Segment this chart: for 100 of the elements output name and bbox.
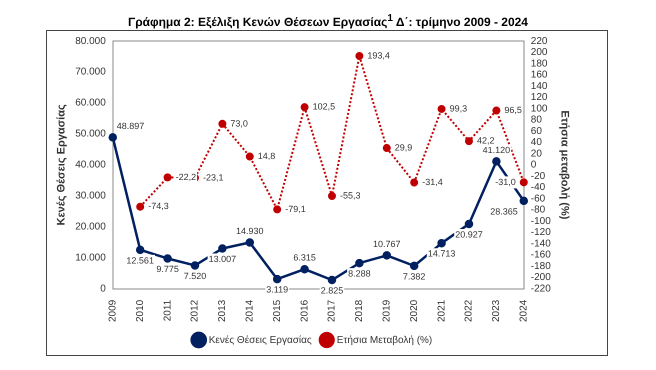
data-label: 99,3 bbox=[450, 103, 468, 114]
x-tick-label: 2022 bbox=[464, 299, 475, 322]
point bbox=[520, 196, 528, 206]
point bbox=[108, 133, 118, 142]
point bbox=[382, 144, 391, 152]
point bbox=[410, 262, 418, 270]
data-label: 12.561 bbox=[126, 255, 154, 266]
y-tick-label: 60.000 bbox=[75, 98, 106, 109]
y-tick-label: 80.000 bbox=[75, 36, 106, 47]
point bbox=[328, 192, 336, 200]
y2-tick-label: -200 bbox=[530, 272, 552, 284]
y-tick-label: 0 bbox=[100, 284, 106, 295]
data-label: 13.007 bbox=[208, 254, 236, 264]
point bbox=[246, 238, 254, 247]
data-label: 14.713 bbox=[428, 248, 456, 259]
point bbox=[218, 120, 226, 128]
data-label: -55,3 bbox=[340, 190, 360, 200]
data-label: 42,2 bbox=[476, 136, 495, 146]
y-tick-label: 20.000 bbox=[75, 222, 106, 233]
data-label: 96,5 bbox=[504, 105, 522, 116]
y-tick-label: 50.000 bbox=[75, 128, 106, 140]
data-label: 28.365 bbox=[490, 206, 518, 216]
point bbox=[190, 261, 200, 270]
data-label: -22,2 bbox=[176, 172, 196, 182]
point bbox=[464, 137, 473, 146]
data-label: 2.825 bbox=[320, 285, 344, 296]
y2-tick-label: -140 bbox=[530, 238, 552, 250]
point bbox=[355, 258, 364, 268]
y2-tick-label: 40 bbox=[530, 137, 542, 148]
point bbox=[328, 276, 336, 284]
point bbox=[163, 254, 172, 263]
y2-tick-label: 160 bbox=[530, 70, 548, 81]
y2-tick-label: 20 bbox=[530, 148, 542, 160]
y2-tick-label: -60 bbox=[530, 193, 546, 204]
data-label: -23,1 bbox=[202, 172, 224, 182]
point bbox=[300, 103, 309, 112]
data-label: 14,8 bbox=[258, 151, 276, 162]
x-tick-label: 2014 bbox=[244, 299, 256, 322]
y2-tick-label: -160 bbox=[530, 250, 552, 261]
point bbox=[492, 106, 500, 115]
y2-axis-title: Ετήσια μεταβολή (%) bbox=[558, 110, 570, 220]
point bbox=[520, 178, 528, 186]
y-tick-label: 10.000 bbox=[75, 252, 106, 264]
point bbox=[246, 152, 254, 161]
y2-tick-label: 140 bbox=[530, 80, 548, 92]
frame: Κενές Θέσεις Εργασίας Ετήσια μεταβολή (%) Κενές Θέσεις Εργασίας Ετήσια Μεταβολή (%) 2009 2010 2011 2012 2013 2014 2015 2016 2017 2018 2019 2020 2021 2022 2023 2024 0 10.000 20.000 30.000 40.000 50.000 60.000 70.000 80.000 -220 -200 -180 -160 -140 -120 -100 -80 -60 -40 -20 0 20 40 60 80 100 120 140 160 180 200 220 48.897 12.561 9.775 7.520 13.007 14.930 3.119 6.315 2.825 8.288 10.767 7.382 14.713 20.927 41.120 28.365 -74,3 -22,2 -23,1 73,0 14,8 -79,1 102,5 -55,3 193,4 29,9 -31,4 99,3 42,2 96,5 -31,0 bbox=[46, 30, 608, 356]
y2-tick-label: -80 bbox=[530, 204, 546, 216]
point bbox=[464, 220, 474, 228]
data-label: 29,9 bbox=[394, 142, 412, 153]
data-label: 14.930 bbox=[236, 226, 264, 236]
point bbox=[355, 52, 364, 60]
point bbox=[136, 246, 144, 254]
point bbox=[164, 173, 172, 182]
x-tick-label: 2024 bbox=[518, 299, 530, 322]
data-label: 3.119 bbox=[266, 284, 288, 295]
x-tick-label: 2011 bbox=[162, 299, 174, 322]
point bbox=[272, 274, 282, 284]
y-tick-label: 40.000 bbox=[75, 160, 106, 171]
point bbox=[437, 238, 446, 248]
x-tick-label: 2017 bbox=[326, 299, 338, 322]
x-tick-label: 2013 bbox=[217, 299, 228, 322]
data-label: 7.520 bbox=[184, 270, 206, 281]
point bbox=[300, 264, 309, 274]
data-label: 20.927 bbox=[455, 229, 483, 240]
x-tick-label: 2010 bbox=[134, 299, 146, 322]
y2-tick-label: -220 bbox=[530, 284, 552, 295]
legend-label: Κενές Θέσεις Εργασίας bbox=[208, 334, 312, 346]
y-tick-label: 70.000 bbox=[75, 66, 106, 78]
y2-tick-label: 60 bbox=[530, 126, 542, 137]
data-label: 7.382 bbox=[402, 271, 426, 282]
x-tick-label: 2012 bbox=[190, 299, 201, 322]
y-axis-title: Κενές Θέσεις Εργασίας bbox=[56, 104, 68, 226]
legend-label: Ετήσια Μεταβολή (%) bbox=[336, 334, 432, 346]
y2-tick-label: 120 bbox=[530, 92, 548, 104]
point bbox=[136, 202, 144, 211]
data-label: 193,4 bbox=[367, 50, 390, 60]
data-label: -74,3 bbox=[148, 201, 169, 212]
point bbox=[382, 251, 392, 260]
point bbox=[218, 244, 227, 253]
y-tick-label: 30.000 bbox=[75, 190, 106, 202]
y2-tick-label: 80 bbox=[530, 114, 542, 126]
point bbox=[273, 205, 282, 214]
data-label: 8.288 bbox=[348, 268, 371, 279]
point bbox=[492, 157, 501, 166]
data-label: 102,5 bbox=[312, 102, 336, 112]
x-tick-label: 2015 bbox=[272, 299, 283, 322]
x-tick-label: 2020 bbox=[408, 299, 420, 322]
y2-tick-label: -180 bbox=[530, 260, 552, 272]
data-label: 73,0 bbox=[230, 118, 248, 128]
data-label: -31,4 bbox=[422, 177, 443, 188]
y2-tick-label: 180 bbox=[530, 58, 548, 70]
x-tick-label: 2023 bbox=[491, 299, 502, 322]
data-label: -31,0 bbox=[495, 176, 516, 187]
y2-tick-label: 220 bbox=[530, 36, 548, 47]
data-label: -79,1 bbox=[285, 204, 306, 214]
y2-tick-label: -100 bbox=[530, 216, 552, 227]
point bbox=[410, 178, 418, 187]
y2-tick-label: 100 bbox=[530, 103, 548, 114]
data-label: 6.315 bbox=[293, 252, 316, 263]
point bbox=[438, 104, 446, 113]
